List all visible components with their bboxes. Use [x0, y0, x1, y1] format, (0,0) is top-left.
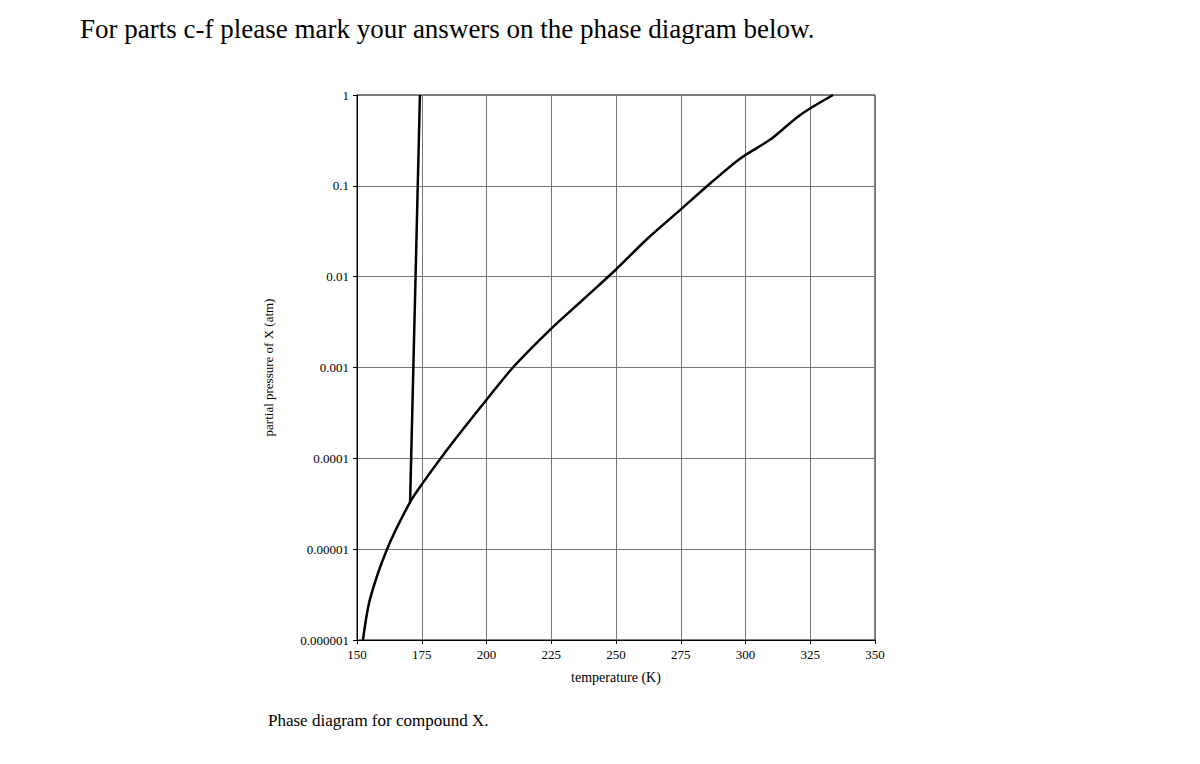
svg-text:225: 225 — [542, 647, 562, 662]
svg-text:For parts c-f please mark your: For parts c-f please mark your answers o… — [80, 14, 815, 44]
svg-text:1: 1 — [343, 88, 350, 103]
svg-text:partial pressure of X (atm): partial pressure of X (atm) — [261, 299, 276, 437]
svg-text:150: 150 — [347, 647, 367, 662]
svg-text:350: 350 — [865, 647, 885, 662]
svg-text:200: 200 — [477, 647, 497, 662]
svg-text:325: 325 — [801, 647, 821, 662]
svg-text:0.000001: 0.000001 — [300, 633, 349, 648]
svg-text:175: 175 — [412, 647, 432, 662]
svg-text:0.001: 0.001 — [320, 360, 349, 375]
svg-text:temperature (K): temperature (K) — [571, 670, 661, 686]
svg-text:Phase diagram for compound X.: Phase diagram for compound X. — [268, 711, 488, 730]
svg-text:300: 300 — [736, 647, 756, 662]
svg-text:0.1: 0.1 — [333, 178, 349, 193]
svg-text:275: 275 — [671, 647, 691, 662]
svg-text:0.01: 0.01 — [326, 269, 349, 284]
svg-text:0.0001: 0.0001 — [313, 451, 349, 466]
svg-text:250: 250 — [606, 647, 626, 662]
svg-text:0.00001: 0.00001 — [307, 542, 349, 557]
